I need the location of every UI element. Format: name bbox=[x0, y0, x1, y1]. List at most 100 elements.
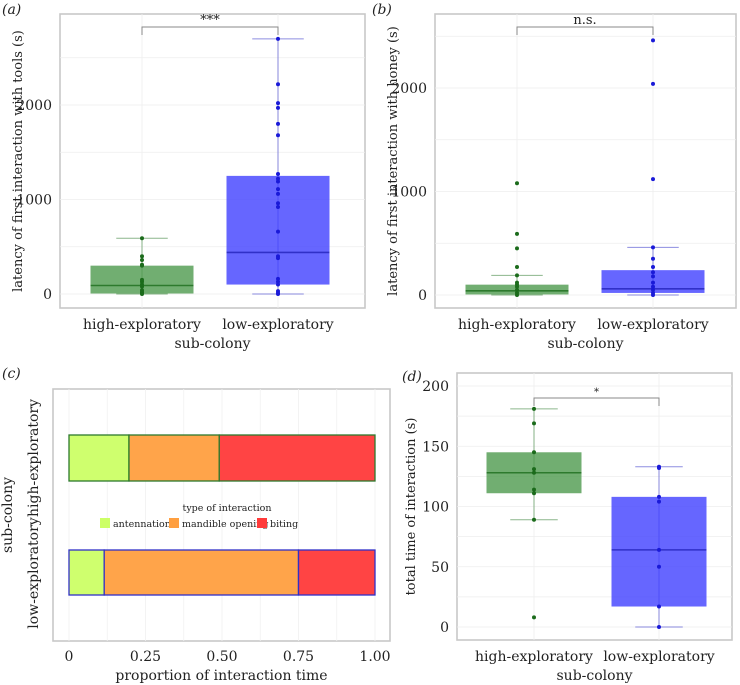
y-tick-label: 100 bbox=[422, 500, 449, 516]
data-point bbox=[651, 290, 655, 295]
y-tick-label: 200 bbox=[422, 379, 449, 395]
y-axis-label: latency of first interaction with tools … bbox=[11, 30, 26, 292]
x-tick-label: 0.75 bbox=[283, 649, 314, 665]
data-point bbox=[276, 82, 280, 87]
data-point bbox=[276, 101, 280, 106]
data-point bbox=[140, 282, 144, 287]
x-tick-label: high-exploratory bbox=[475, 649, 593, 665]
data-point bbox=[140, 277, 144, 282]
y-axis-label: total time of interaction (s) bbox=[404, 418, 419, 596]
plot-panel-b bbox=[434, 13, 737, 309]
data-point bbox=[657, 464, 661, 469]
significance-label: n.s. bbox=[573, 13, 596, 28]
x-tick-label: 0.50 bbox=[206, 649, 237, 665]
significance-bracket bbox=[533, 397, 660, 407]
data-point bbox=[657, 499, 661, 504]
data-point bbox=[657, 625, 661, 629]
data-point bbox=[276, 105, 280, 110]
data-point bbox=[651, 287, 655, 292]
legend-entry: biting bbox=[270, 519, 298, 530]
legend-swatch bbox=[169, 518, 179, 528]
y-tick-label: 1000 bbox=[16, 193, 52, 209]
box-low-exploratory bbox=[226, 36, 330, 296]
bar-segment-mandible-opening bbox=[128, 434, 220, 482]
x-tick-label: 1.00 bbox=[359, 649, 390, 665]
x-tick-label: high-exploratory bbox=[458, 317, 576, 333]
data-point bbox=[515, 290, 519, 295]
data-point bbox=[532, 467, 536, 472]
y-tick-label: low-exploratory bbox=[26, 517, 42, 628]
bar-low-exploratory bbox=[68, 549, 376, 596]
legend-swatch bbox=[257, 518, 267, 528]
data-point bbox=[651, 81, 655, 86]
data-point bbox=[651, 245, 655, 250]
panel-label: (a) bbox=[2, 2, 21, 18]
data-point bbox=[276, 282, 280, 287]
y-tick-label: high-exploratory bbox=[26, 399, 42, 517]
y-axis-label: sub-colony bbox=[0, 477, 16, 553]
x-axis-label: sub-colony bbox=[548, 336, 624, 352]
data-point bbox=[276, 276, 280, 281]
y-axis-label: latency of first interaction with honey … bbox=[386, 26, 401, 296]
significance-label: * bbox=[594, 387, 599, 398]
data-point bbox=[140, 236, 144, 241]
data-point bbox=[276, 229, 280, 234]
data-point bbox=[276, 171, 280, 176]
data-point bbox=[651, 256, 655, 261]
y-tick-label: 1000 bbox=[391, 185, 427, 201]
data-point bbox=[532, 470, 536, 475]
y-tick-label: 2000 bbox=[391, 81, 427, 97]
data-point bbox=[532, 615, 536, 620]
bar-segment-mandible-opening bbox=[103, 549, 300, 596]
data-point bbox=[651, 177, 655, 182]
x-tick-label: 0.25 bbox=[130, 649, 161, 665]
data-point bbox=[140, 288, 144, 293]
box-high-exploratory bbox=[465, 181, 569, 297]
data-point bbox=[651, 280, 655, 285]
data-point bbox=[651, 274, 655, 279]
data-point bbox=[515, 273, 519, 278]
data-point bbox=[532, 491, 536, 496]
data-point bbox=[140, 254, 144, 259]
box-high-exploratory bbox=[90, 236, 194, 296]
data-point bbox=[657, 564, 661, 569]
x-axis-label: proportion of interaction time bbox=[115, 668, 327, 684]
panel-label: (b) bbox=[372, 2, 392, 18]
data-point bbox=[651, 38, 655, 43]
panel-label: (c) bbox=[2, 366, 21, 382]
bar-segment-biting bbox=[297, 549, 376, 596]
data-point bbox=[651, 270, 655, 275]
data-point bbox=[276, 289, 280, 294]
y-tick-label: 0 bbox=[440, 620, 449, 636]
data-point bbox=[276, 191, 280, 196]
x-tick-label: low-exploratory bbox=[597, 317, 708, 333]
significance-bracket bbox=[516, 26, 654, 35]
y-tick-label: 0 bbox=[418, 288, 427, 304]
bar-high-exploratory bbox=[68, 434, 376, 482]
data-point bbox=[532, 450, 536, 455]
data-point bbox=[276, 254, 280, 259]
y-tick-label: 2000 bbox=[16, 98, 52, 114]
x-tick-label: low-exploratory bbox=[603, 649, 714, 665]
data-point bbox=[515, 280, 519, 285]
bar-segment-antennation bbox=[68, 434, 130, 482]
data-point bbox=[515, 246, 519, 251]
legend-entry: antennation bbox=[113, 519, 171, 530]
x-tick-label: low-exploratory bbox=[222, 317, 333, 333]
x-tick-label: high-exploratory bbox=[83, 317, 201, 333]
y-tick-label: 50 bbox=[431, 560, 449, 576]
legend-title: type of interaction bbox=[183, 503, 272, 514]
x-axis-label: sub-colony bbox=[175, 336, 251, 352]
significance-bracket bbox=[141, 26, 279, 35]
bar-segment-biting bbox=[218, 434, 376, 482]
data-point bbox=[657, 604, 661, 609]
panel-label: (d) bbox=[402, 369, 422, 385]
data-point bbox=[515, 181, 519, 186]
data-point bbox=[140, 262, 144, 267]
plot-panel-c bbox=[52, 388, 391, 642]
box-low-exploratory bbox=[611, 464, 707, 629]
x-tick-label: 0 bbox=[65, 649, 74, 665]
data-point bbox=[140, 257, 144, 262]
